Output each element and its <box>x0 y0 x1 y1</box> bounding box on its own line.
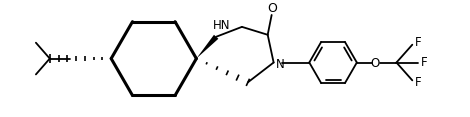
Text: F: F <box>415 36 422 49</box>
Text: O: O <box>268 2 278 15</box>
Text: F: F <box>415 76 422 89</box>
Text: N: N <box>275 58 284 71</box>
Polygon shape <box>196 35 219 59</box>
Text: HN: HN <box>212 19 230 32</box>
Text: O: O <box>370 57 379 70</box>
Text: F: F <box>421 56 428 69</box>
